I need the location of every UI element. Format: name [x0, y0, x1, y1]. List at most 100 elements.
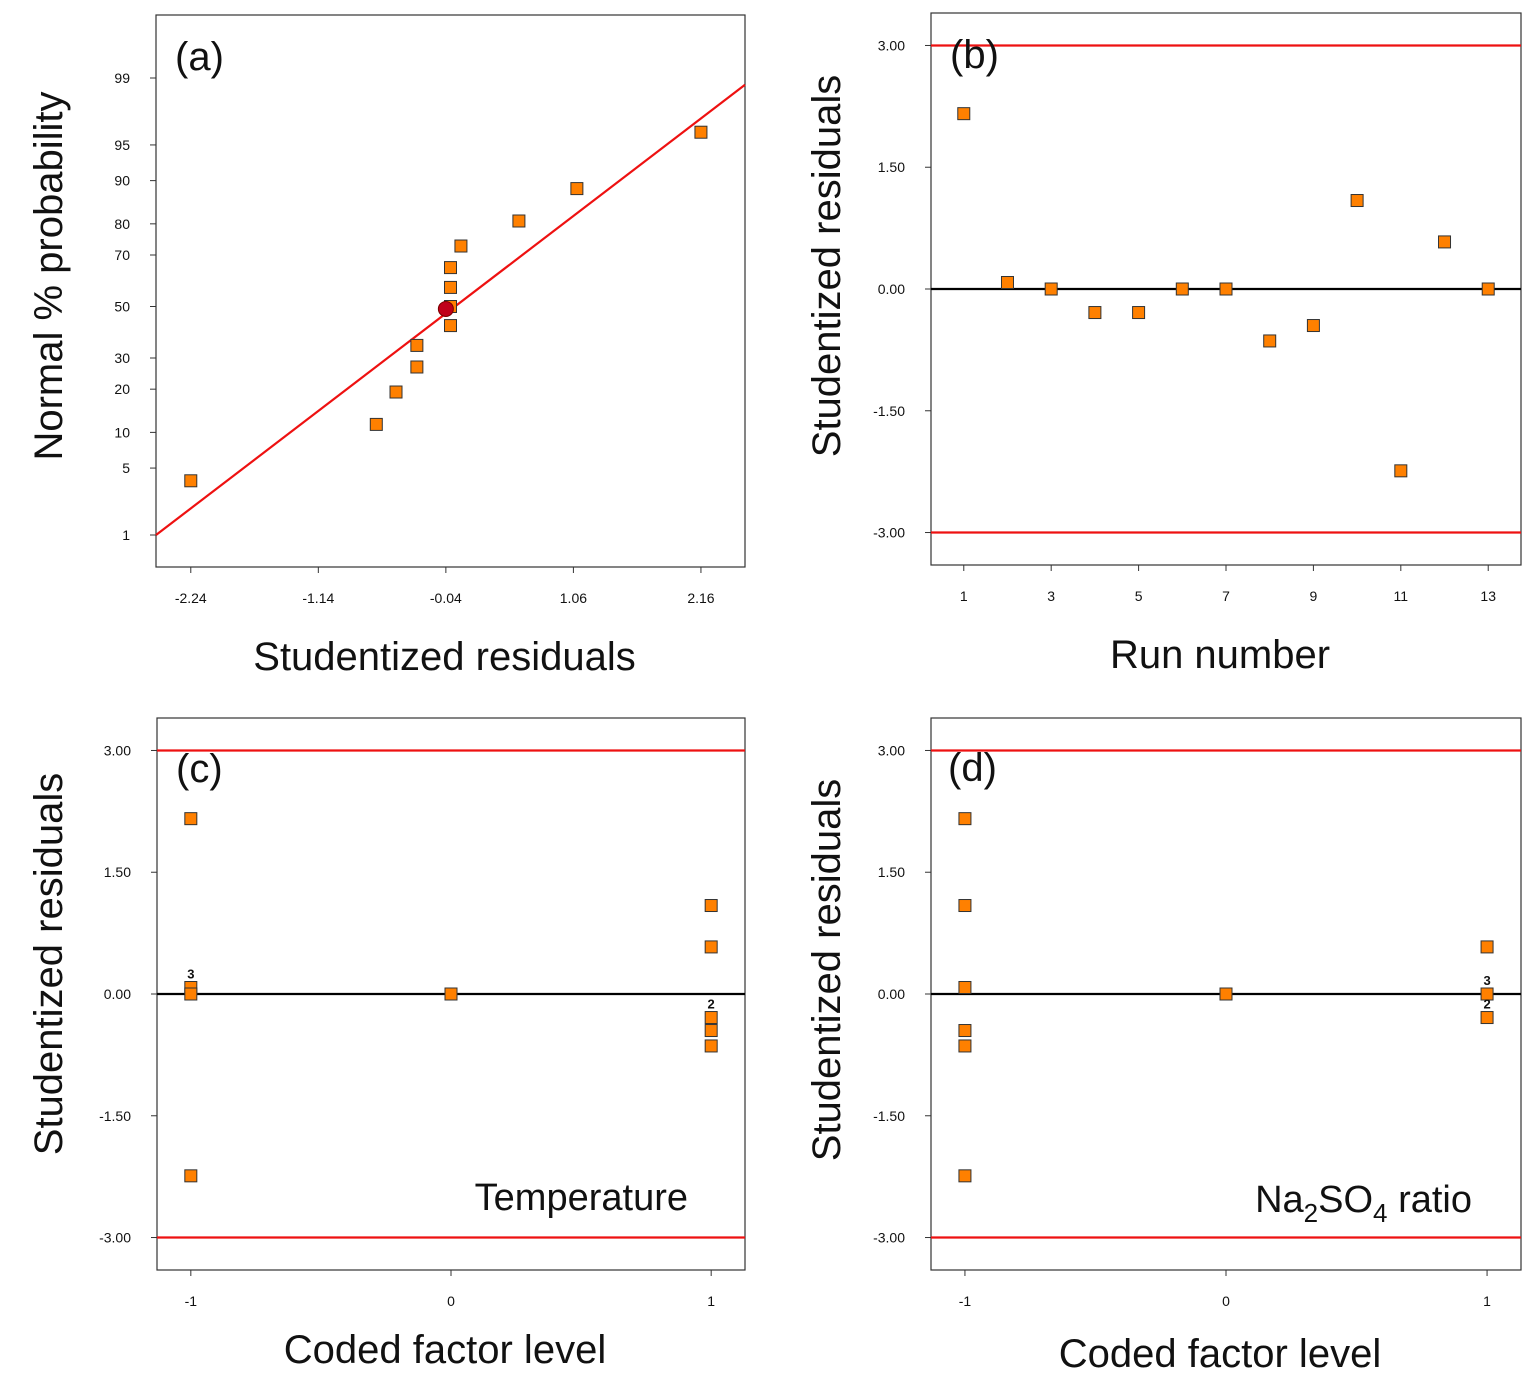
factor-annotation: Na2SO4 ratio [1255, 1179, 1472, 1228]
data-point [694, 125, 708, 139]
y-tick-label: 1.50 [878, 864, 905, 880]
panel-label: (b) [950, 33, 999, 77]
x-tick-label: 2.16 [687, 590, 714, 606]
y-tick-label: 90 [114, 173, 130, 189]
factor-annotation: Temperature [475, 1177, 688, 1219]
data-point [958, 1039, 972, 1053]
data-point [389, 385, 403, 399]
y-tick-label: 0.00 [878, 986, 905, 1002]
panel-label: (a) [175, 35, 224, 79]
data-point [512, 214, 526, 228]
x-tick-label: 9 [1310, 588, 1318, 604]
y-tick-label: -1.50 [873, 403, 905, 419]
y-tick-label: 99 [114, 70, 130, 86]
y-tick-label: 3.00 [104, 742, 131, 758]
y-tick-label: 1.50 [878, 159, 905, 175]
x-tick-label: -1 [185, 1293, 198, 1309]
data-point [1480, 940, 1494, 954]
y-axis-title: Studentized residuals [27, 773, 71, 1155]
data-point [1350, 194, 1364, 208]
y-axis-title: Studentized residuals [805, 779, 849, 1161]
data-point [1132, 306, 1146, 320]
y-tick-label: -3.00 [99, 1230, 131, 1246]
data-point [1044, 282, 1058, 296]
data-point [369, 417, 383, 431]
highlight-point [437, 300, 454, 317]
x-axis-title: Run number [1110, 633, 1330, 677]
y-axis-title: Normal % probability [27, 91, 71, 460]
x-tick-label: 1 [707, 1293, 715, 1309]
data-point [704, 1011, 718, 1025]
y-tick-label: 10 [114, 424, 130, 440]
data-point [1088, 306, 1102, 320]
data-point [1438, 235, 1452, 249]
data-point [1306, 319, 1320, 333]
y-tick-label: -1.50 [99, 1108, 131, 1124]
y-tick-label: 1 [122, 527, 130, 543]
data-point [1480, 1011, 1494, 1025]
x-tick-label: 11 [1394, 588, 1409, 604]
x-tick-label: 1 [1483, 1293, 1491, 1309]
x-tick-label: -1.14 [302, 590, 334, 606]
data-point [958, 981, 972, 995]
x-tick-label: 0 [447, 1293, 455, 1309]
data-point [184, 474, 198, 488]
panel-label: (d) [948, 746, 997, 790]
plot-frame [155, 14, 746, 568]
data-point [958, 899, 972, 913]
data-point [410, 360, 424, 374]
data-point [444, 261, 457, 275]
data-point [958, 1169, 972, 1183]
data-point [410, 338, 424, 352]
data-point [958, 1024, 972, 1038]
y-tick-label: 1.50 [104, 864, 131, 880]
data-point [958, 812, 972, 826]
data-point [184, 812, 198, 826]
overlap-count-label: 2 [708, 997, 715, 1012]
factor-annotation-part: Na [1255, 1179, 1304, 1221]
data-point [184, 1169, 198, 1183]
y-tick-label: 0.00 [878, 281, 905, 297]
data-point [1394, 464, 1408, 478]
x-axis-title: Coded factor level [1059, 1332, 1381, 1376]
y-axis-title: Studentized residuals [805, 75, 849, 457]
x-tick-label: -0.04 [430, 590, 462, 606]
panel-d-residuals-vs-na2so4-ratio: -3.00 -1.50 0.00 1.50 3.00 -1 0 1 3 2 (d) Coded fac… [805, 717, 1522, 1376]
data-point [1175, 282, 1189, 296]
x-tick-label: -2.24 [175, 590, 207, 606]
data-point [454, 239, 468, 253]
x-tick-label: 0 [1222, 1293, 1230, 1309]
y-tick-label: 95 [114, 137, 130, 153]
y-tick-label: 3.00 [878, 742, 905, 758]
data-point [1263, 334, 1277, 348]
data-point [1219, 282, 1233, 296]
y-tick-label: 5 [122, 460, 130, 476]
panel-label: (c) [176, 747, 223, 791]
y-tick-label: -3.00 [873, 1230, 905, 1246]
y-tick-label: -3.00 [873, 525, 905, 541]
data-point [1000, 276, 1014, 290]
data-point [444, 987, 458, 1001]
data-point [184, 987, 198, 1001]
panel-a-normal-probability-plot: 1 5 10 20 30 50 70 80 90 95 99 -2.24 -1.14 -0.04 1.06 2… [27, 14, 746, 679]
overlap-count-label: 2 [1483, 997, 1490, 1012]
x-tick-label: 3 [1047, 588, 1055, 604]
y-tick-label: -1.50 [873, 1108, 905, 1124]
data-point [570, 182, 584, 196]
x-tick-label: -1 [959, 1293, 972, 1309]
y-tick-label: 70 [114, 247, 130, 263]
data-point [1480, 987, 1494, 1001]
data-point [444, 280, 457, 294]
y-tick-label: 3.00 [878, 37, 905, 53]
x-tick-label: 13 [1480, 588, 1496, 604]
panel-b-residuals-vs-run: -3.00-1.500.001.503.001 3 5 7 9 11 13(b)Run nu… [805, 12, 1522, 677]
y-tick-label: 50 [114, 299, 130, 315]
factor-annotation-part: SO [1318, 1179, 1373, 1221]
x-tick-label: 1 [960, 588, 968, 604]
y-tick-label: 20 [114, 381, 130, 397]
factor-annotation-part: 2 [1304, 1198, 1318, 1228]
x-axis-title: Coded factor level [284, 1328, 606, 1372]
data-point [704, 940, 718, 954]
factor-annotation-part: ratio [1388, 1179, 1472, 1221]
